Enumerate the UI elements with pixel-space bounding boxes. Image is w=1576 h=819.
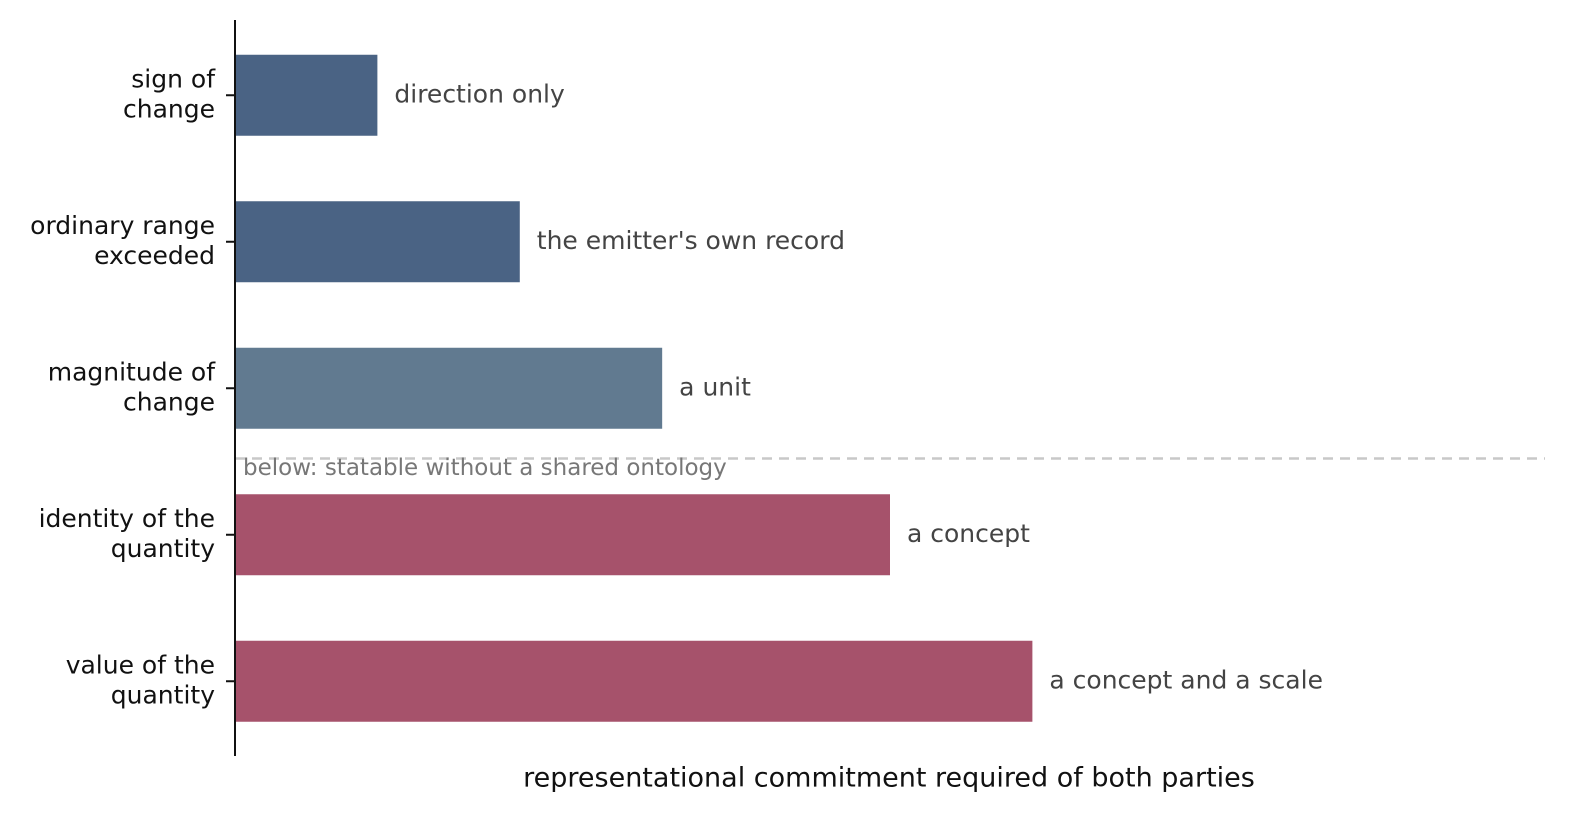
- y-tick-label: identity of the quantity: [39, 504, 216, 563]
- bar: [235, 347, 663, 429]
- bar: [235, 494, 890, 576]
- y-tick-label: value of the quantity: [66, 650, 216, 709]
- bar-label: the emitter's own record: [537, 226, 845, 255]
- bar: [235, 201, 520, 283]
- bar-label: a concept: [907, 519, 1030, 548]
- y-tick-label: magnitude of change: [48, 357, 216, 416]
- y-tick-label: sign of change: [123, 64, 216, 123]
- x-axis-label: representational commitment required of …: [523, 763, 1255, 794]
- bar: [235, 54, 378, 136]
- annotation: below: statable without a shared ontolog…: [243, 455, 727, 481]
- bar-label: a unit: [679, 372, 751, 401]
- bar: [235, 640, 1033, 722]
- bar-label: direction only: [394, 79, 565, 108]
- bar-label: a concept and a scale: [1049, 665, 1323, 694]
- y-tick-label: ordinary range exceeded: [30, 211, 215, 270]
